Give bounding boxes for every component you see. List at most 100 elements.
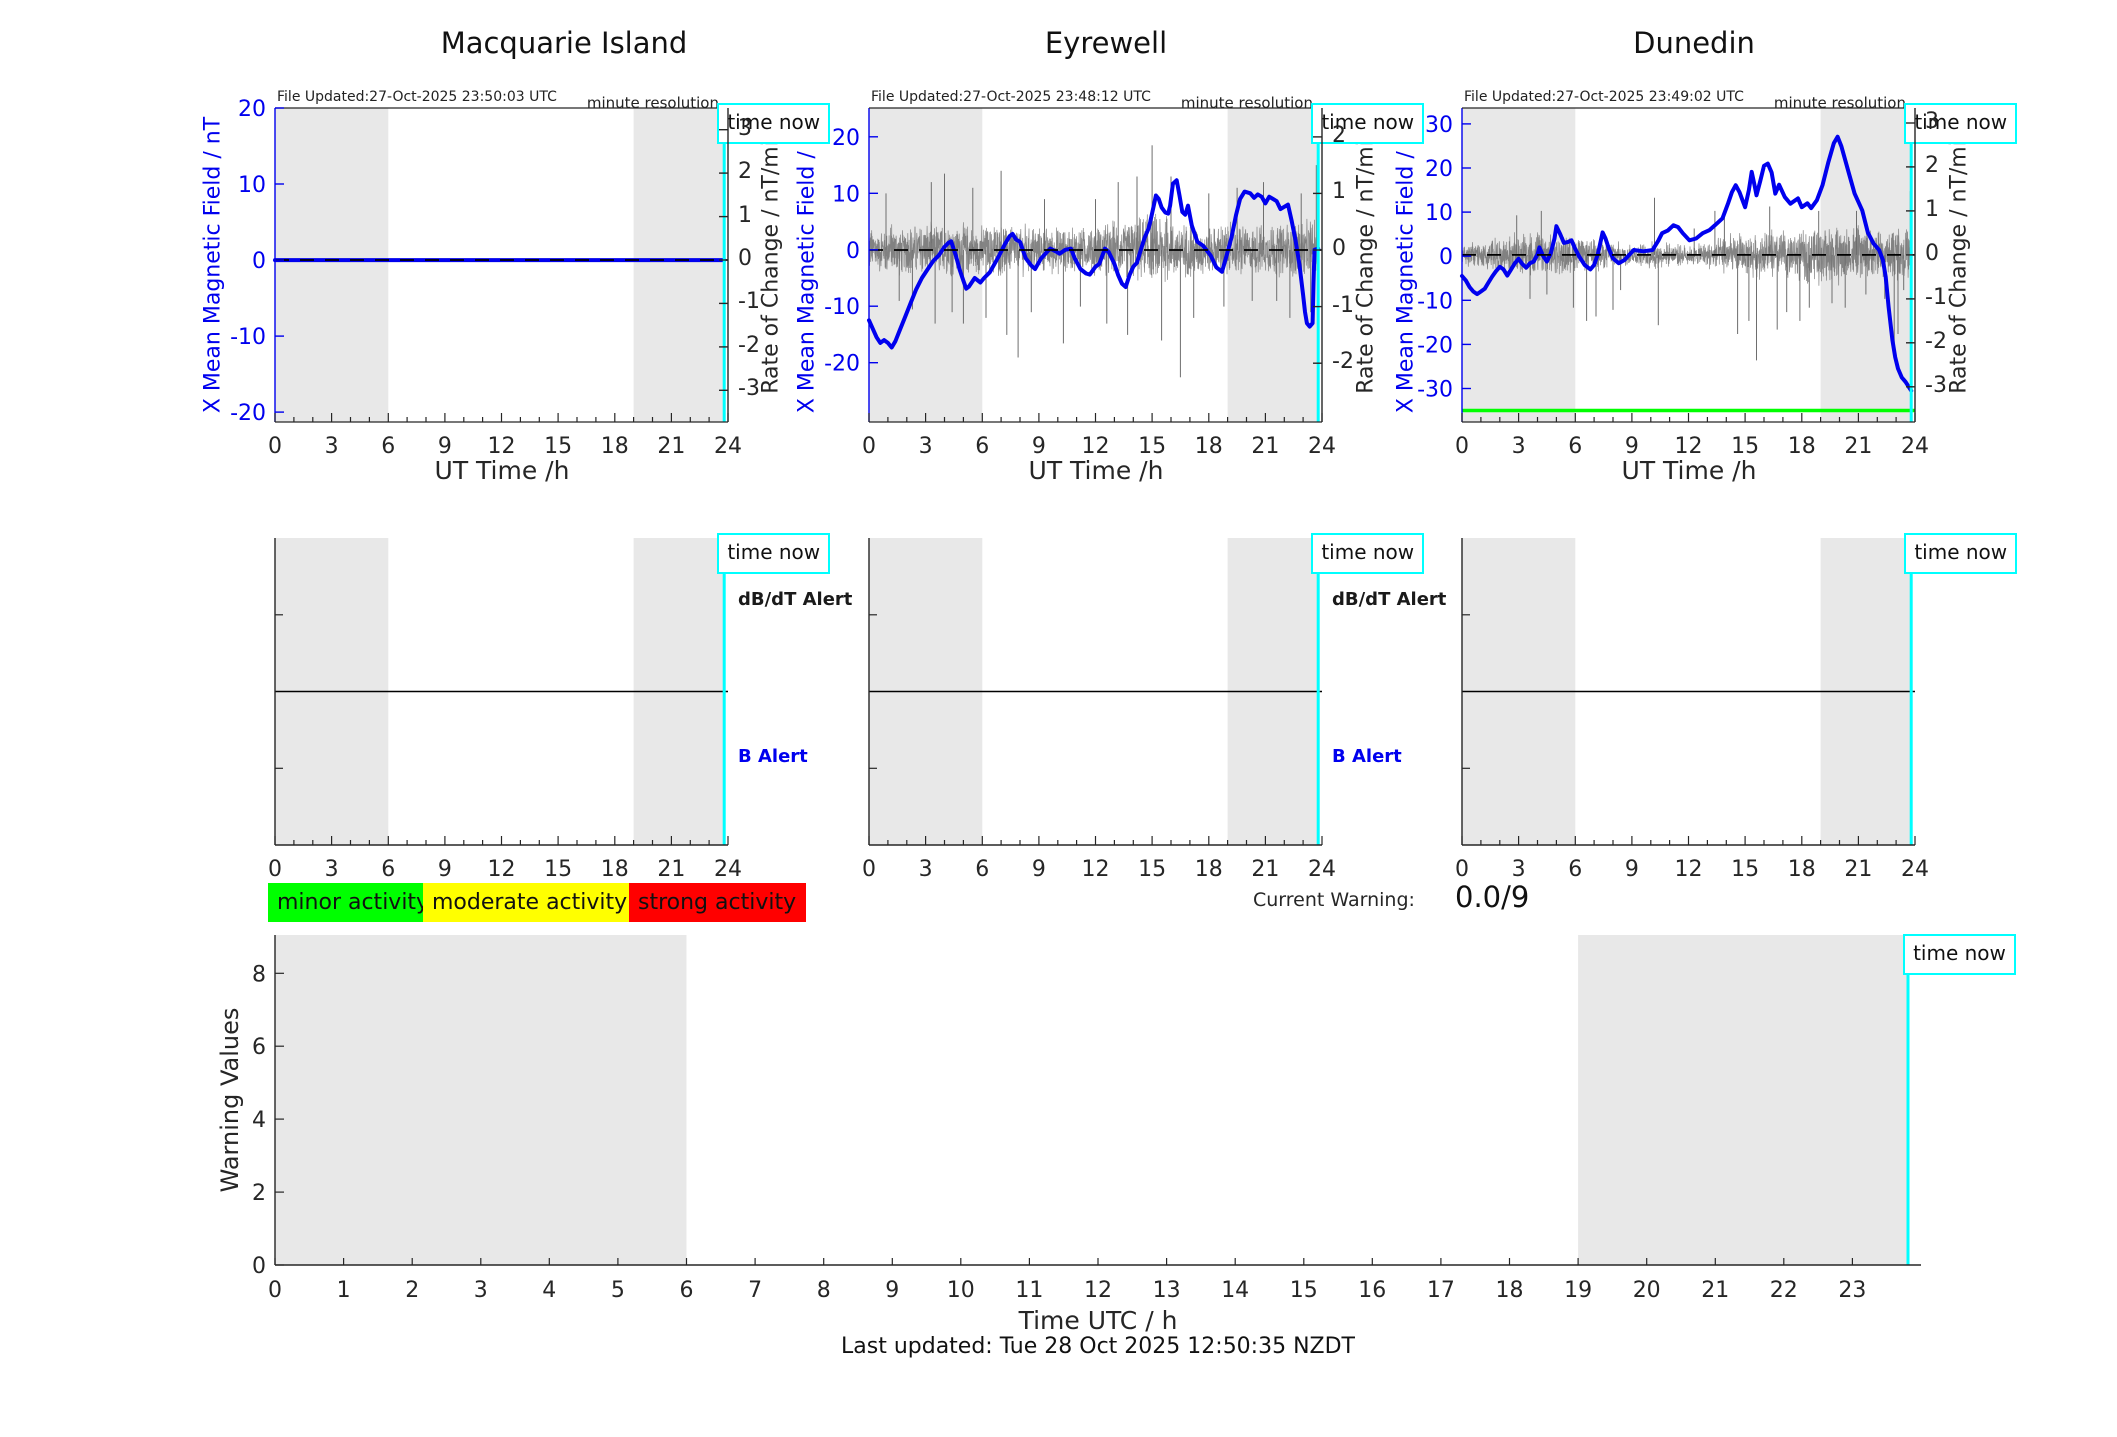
x-tick-label-dunedin-field-24: 24 xyxy=(1901,434,1929,459)
x-tick-label-eyrewell-field-18: 18 xyxy=(1195,434,1223,459)
x-tick-label-warning-22: 22 xyxy=(1770,1278,1798,1303)
left-tick-label-dunedin-field-30: 30 xyxy=(1425,113,1453,138)
x-tick-label-alert-0-21: 21 xyxy=(657,857,685,882)
x-tick-label-warning-19: 19 xyxy=(1564,1278,1592,1303)
right-tick-label-macquarie-field--3: -3 xyxy=(738,376,760,402)
x-tick-label-warning-2: 2 xyxy=(405,1278,419,1303)
x-tick-label-alert-2-15: 15 xyxy=(1731,857,1759,882)
field-series-eyrewell-field xyxy=(867,178,1321,350)
x-tick-label-warning-18: 18 xyxy=(1496,1278,1524,1303)
left-tick-label-eyrewell-field-0: 0 xyxy=(846,239,860,264)
left-tick-label-macquarie-field--10: -10 xyxy=(230,325,266,350)
x-tick-label-warning-15: 15 xyxy=(1290,1278,1318,1303)
right-tick-label-macquarie-field--1: -1 xyxy=(738,289,760,315)
x-tick-label-dunedin-field-18: 18 xyxy=(1788,434,1816,459)
left-tick-label-macquarie-field-20: 20 xyxy=(238,97,266,122)
station-title-macquarie: Macquarie Island xyxy=(440,26,688,60)
left-tick-label-eyrewell-field-20: 20 xyxy=(832,126,860,151)
x-tick-label-warning-23: 23 xyxy=(1838,1278,1866,1303)
night-shading-warning-0 xyxy=(275,935,687,1265)
x-tick-label-warning-17: 17 xyxy=(1427,1278,1455,1303)
x-tick-label-warning-20: 20 xyxy=(1633,1278,1661,1303)
left-tick-label-dunedin-field-20: 20 xyxy=(1425,157,1453,182)
x-tick-label-warning-16: 16 xyxy=(1358,1278,1386,1303)
x-tick-label-dunedin-field-12: 12 xyxy=(1675,434,1703,459)
b-alert-label-1: B Alert xyxy=(738,746,808,767)
x-tick-label-warning-14: 14 xyxy=(1221,1278,1249,1303)
x-tick-label-alert-2-12: 12 xyxy=(1675,857,1703,882)
x-tick-label-alert-1-18: 18 xyxy=(1195,857,1223,882)
time-now-box-macquarie-field: time now xyxy=(717,103,831,144)
x-tick-label-dunedin-field-21: 21 xyxy=(1844,434,1872,459)
left-tick-label-eyrewell-field--10: -10 xyxy=(824,295,860,320)
x-tick-label-alert-2-3: 3 xyxy=(1512,857,1526,882)
right-tick-label-eyrewell-field-1: 1 xyxy=(1332,179,1346,205)
rate-of-change-noise-eyrewell-field xyxy=(868,212,1319,282)
x-tick-label-macquarie-field-21: 21 xyxy=(657,434,685,459)
time-now-box-alert-2: time now xyxy=(1904,533,2018,574)
time-now-box-alert-1: time now xyxy=(1311,533,1425,574)
dbdt-alert-label-2: dB/dT Alert xyxy=(1332,589,1447,610)
x-tick-label-alert-1-6: 6 xyxy=(975,857,989,882)
night-shading-warning-1 xyxy=(1578,935,1908,1265)
x-tick-label-alert-2-24: 24 xyxy=(1901,857,1929,882)
left-tick-label-eyrewell-field--20: -20 xyxy=(824,352,860,377)
x-tick-label-alert-0-15: 15 xyxy=(544,857,572,882)
left-tick-label-macquarie-field-0: 0 xyxy=(252,249,266,274)
x-tick-label-macquarie-field-3: 3 xyxy=(325,434,339,459)
station-title-eyrewell: Eyrewell xyxy=(1044,26,1168,60)
x-tick-label-warning-12: 12 xyxy=(1084,1278,1112,1303)
left-tick-label-dunedin-field--10: -10 xyxy=(1417,289,1453,314)
x-tick-label-eyrewell-field-6: 6 xyxy=(975,434,989,459)
x-tick-label-alert-2-9: 9 xyxy=(1625,857,1639,882)
x-tick-label-eyrewell-field-15: 15 xyxy=(1138,434,1166,459)
b-alert-label-2: B Alert xyxy=(1332,746,1402,767)
file-updated-macquarie: File Updated:27-Oct-2025 23:50:03 UTC xyxy=(277,89,557,105)
left-tick-label-dunedin-field-0: 0 xyxy=(1439,245,1453,270)
x-tick-label-dunedin-field-9: 9 xyxy=(1625,434,1639,459)
y-tick-label-warning-8: 8 xyxy=(252,962,266,987)
x-tick-label-warning-9: 9 xyxy=(885,1278,899,1303)
field-series-dunedin-field xyxy=(1460,134,1914,393)
xlabel-eyrewell: UT Time /h xyxy=(1028,456,1164,485)
right-tick-label-dunedin-field-2: 2 xyxy=(1925,152,1939,178)
x-tick-label-warning-1: 1 xyxy=(337,1278,351,1303)
right-tick-label-eyrewell-field--2: -2 xyxy=(1332,349,1354,375)
x-tick-label-macquarie-field-0: 0 xyxy=(268,434,282,459)
right-tick-label-dunedin-field--2: -2 xyxy=(1925,328,1947,354)
x-tick-label-warning-5: 5 xyxy=(611,1278,625,1303)
right-tick-label-eyrewell-field--1: -1 xyxy=(1332,292,1354,318)
x-tick-label-warning-3: 3 xyxy=(474,1278,488,1303)
y-tick-label-warning-0: 0 xyxy=(252,1254,266,1279)
x-tick-label-eyrewell-field-9: 9 xyxy=(1032,434,1046,459)
current-warning-label: Current Warning: xyxy=(1253,889,1415,911)
x-tick-label-macquarie-field-18: 18 xyxy=(601,434,629,459)
y-tick-label-warning-4: 4 xyxy=(252,1108,266,1133)
x-tick-label-warning-8: 8 xyxy=(817,1278,831,1303)
x-tick-label-eyrewell-field-24: 24 xyxy=(1308,434,1336,459)
x-tick-label-eyrewell-field-0: 0 xyxy=(862,434,876,459)
x-tick-label-macquarie-field-12: 12 xyxy=(488,434,516,459)
right-tick-label-dunedin-field-1: 1 xyxy=(1925,196,1939,222)
x-tick-label-alert-0-18: 18 xyxy=(601,857,629,882)
file-updated-dunedin: File Updated:27-Oct-2025 23:49:02 UTC xyxy=(1464,89,1744,105)
left-tick-label-macquarie-field--20: -20 xyxy=(230,401,266,426)
night-shading-macquarie-field-1 xyxy=(633,108,725,422)
time-utc-xlabel: Time UTC / h xyxy=(1018,1306,1178,1335)
left-tick-label-dunedin-field--30: -30 xyxy=(1417,378,1453,403)
x-tick-label-macquarie-field-24: 24 xyxy=(714,434,742,459)
right-tick-label-macquarie-field-0: 0 xyxy=(738,246,752,271)
x-tick-label-alert-1-15: 15 xyxy=(1138,857,1166,882)
current-warning-value: 0.0/9 xyxy=(1455,880,1530,914)
legend-minor-activity: minor activity xyxy=(268,883,440,922)
x-tick-label-dunedin-field-3: 3 xyxy=(1512,434,1526,459)
x-tick-label-macquarie-field-9: 9 xyxy=(438,434,452,459)
y-tick-label-warning-2: 2 xyxy=(252,1181,266,1206)
x-tick-label-warning-0: 0 xyxy=(268,1278,282,1303)
x-tick-label-warning-11: 11 xyxy=(1015,1278,1043,1303)
legend-moderate-activity: moderate activity xyxy=(423,883,638,922)
x-tick-label-alert-1-3: 3 xyxy=(919,857,933,882)
x-tick-label-warning-7: 7 xyxy=(748,1278,762,1303)
